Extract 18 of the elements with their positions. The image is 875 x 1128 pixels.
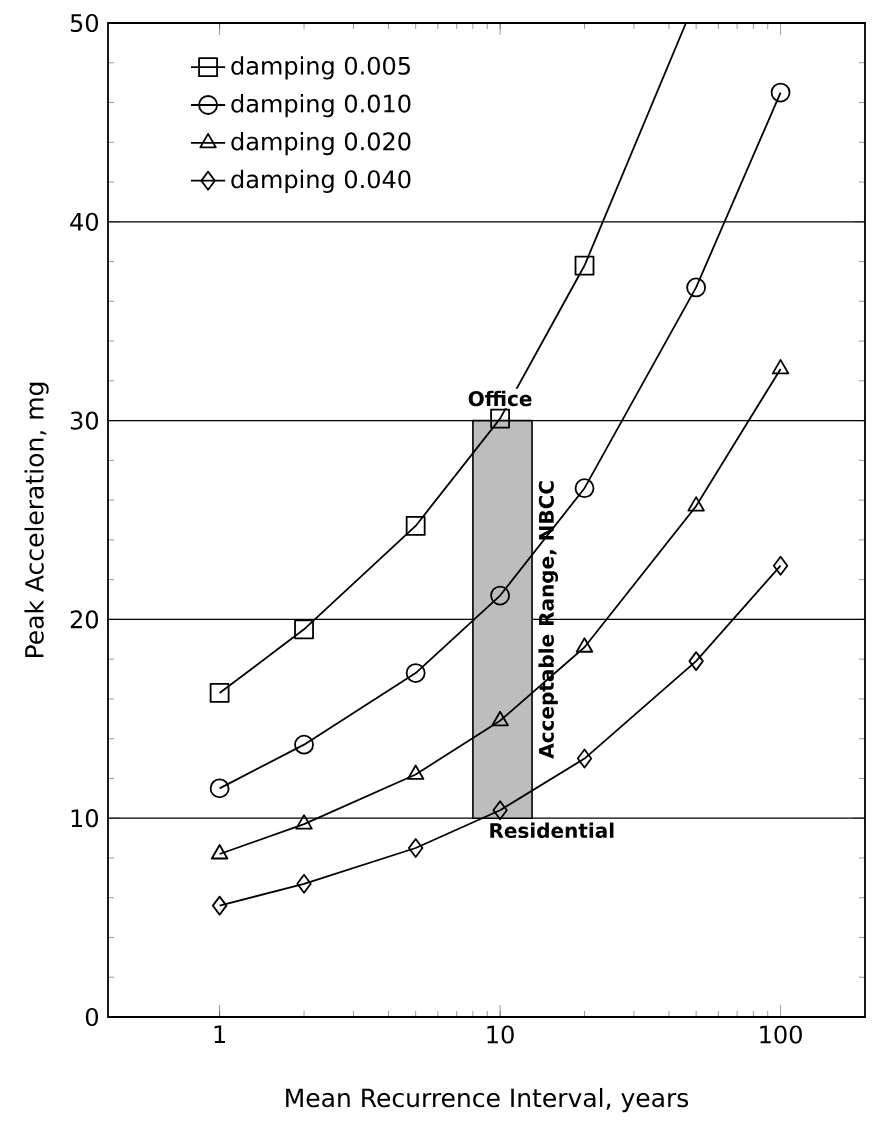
y-tick-label: 10 <box>71 809 98 828</box>
x-tick-label: 10 <box>487 1025 514 1044</box>
y-tick-label: 20 <box>70 610 98 629</box>
legend-label: damping 0.040 <box>231 169 411 193</box>
legend-label: damping 0.020 <box>231 131 411 156</box>
x-axis-title: Mean Recurrence Interval, years <box>286 1087 689 1113</box>
legend-label: damping 0.005 <box>231 56 410 80</box>
y-tick-label: 30 <box>70 411 98 430</box>
annotation: Office <box>468 390 532 407</box>
y-axis-title: Peak Acceleration, mg <box>24 382 49 657</box>
y-tick-label: 40 <box>70 212 98 231</box>
annotation: Residential <box>490 822 614 839</box>
y-tick-label: 0 <box>85 1007 98 1027</box>
legend-label: damping 0.010 <box>231 94 411 118</box>
band-label: Acceptable Range, NBCC <box>538 481 558 759</box>
x-tick-label: 1 <box>214 1025 226 1043</box>
y-tick-label: 50 <box>70 13 98 33</box>
x-tick-label: 100 <box>760 1025 802 1044</box>
